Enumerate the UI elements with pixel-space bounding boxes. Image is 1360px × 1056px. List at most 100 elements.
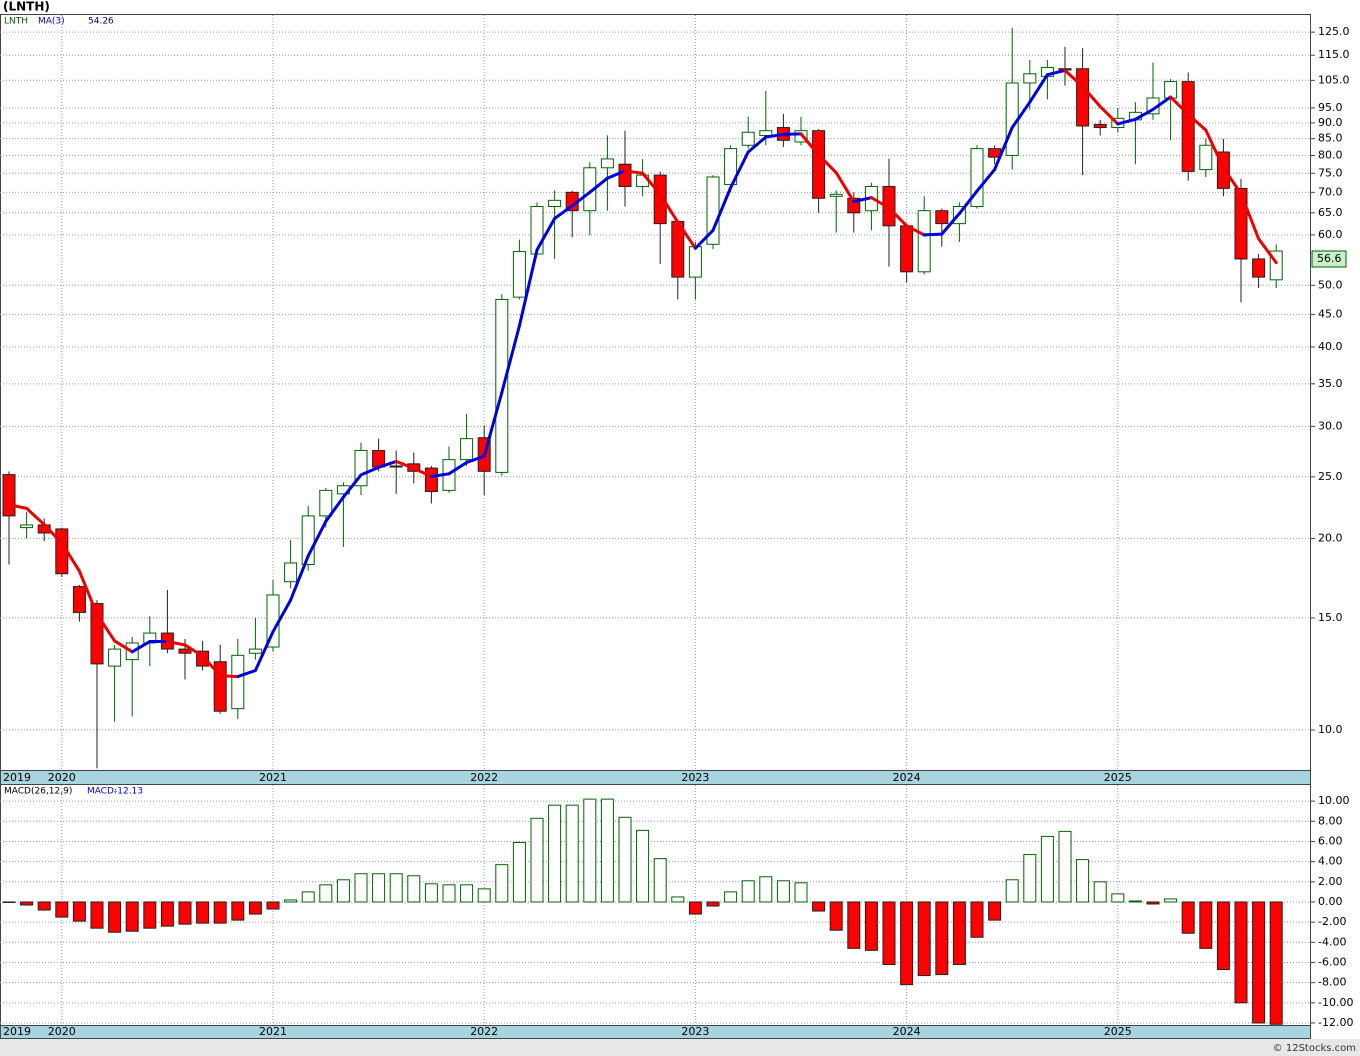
y-tick-label: 0.00 bbox=[1318, 895, 1343, 908]
date-strip bbox=[0, 1025, 1311, 1039]
macd-bar bbox=[618, 816, 632, 903]
macd-legend-value: -12.13 bbox=[114, 787, 143, 797]
y-tick-label: 8.00 bbox=[1318, 814, 1343, 827]
x-tick-label: 2019 bbox=[3, 771, 31, 784]
macd-bar bbox=[1146, 901, 1160, 905]
candle-body bbox=[812, 130, 826, 199]
candle-body bbox=[741, 131, 755, 146]
candle-body bbox=[1181, 81, 1195, 172]
macd-bar bbox=[952, 901, 966, 965]
ma-segment bbox=[641, 171, 662, 196]
candle-body bbox=[794, 130, 808, 143]
ma-segment bbox=[517, 248, 539, 328]
ma-segment bbox=[1186, 112, 1208, 132]
ma-segment bbox=[588, 176, 609, 194]
candle-body bbox=[389, 465, 403, 468]
macd-bar bbox=[37, 901, 51, 911]
x-tick-label: 2021 bbox=[259, 1025, 287, 1038]
x-tick-label: 2023 bbox=[681, 1025, 709, 1038]
ma-segment bbox=[658, 192, 680, 224]
candle-body bbox=[319, 489, 333, 517]
ma-segment bbox=[1169, 95, 1190, 116]
candle-body bbox=[1252, 258, 1266, 278]
ma-segment bbox=[623, 169, 645, 175]
macd-bar bbox=[336, 879, 350, 903]
ma-segment bbox=[605, 169, 627, 180]
macd-bar bbox=[636, 829, 650, 903]
y-tick-label: 105.0 bbox=[1318, 73, 1350, 86]
x-tick-label: 2019 bbox=[3, 1025, 31, 1038]
ma-segment bbox=[394, 459, 416, 470]
candle-body bbox=[248, 648, 262, 654]
ma-segment bbox=[887, 206, 909, 228]
macd-bar bbox=[1093, 881, 1107, 903]
macd-bar bbox=[407, 875, 421, 903]
candle-body bbox=[688, 246, 702, 278]
last-price-box bbox=[1311, 250, 1347, 268]
macd-bar bbox=[1252, 901, 1266, 1024]
macd-bar bbox=[671, 896, 685, 903]
y-tick-label: 30.0 bbox=[1318, 419, 1343, 432]
candle-body bbox=[618, 163, 632, 187]
y-tick-label: 65.0 bbox=[1318, 206, 1343, 219]
macd-bar bbox=[741, 880, 755, 903]
y-tick-label: 115.0 bbox=[1318, 48, 1350, 61]
ma-segment bbox=[253, 630, 275, 673]
macd-bar bbox=[424, 883, 438, 903]
ma-segment bbox=[289, 554, 310, 602]
ma-segment bbox=[817, 153, 838, 175]
ma-segment bbox=[1098, 105, 1120, 126]
macd-bar bbox=[512, 841, 526, 903]
macd-bar bbox=[864, 901, 878, 951]
macd-bar bbox=[160, 901, 174, 927]
macd-bar bbox=[1164, 898, 1178, 903]
candle-body bbox=[1076, 68, 1090, 127]
macd-bar bbox=[108, 901, 122, 933]
ma-segment bbox=[553, 204, 574, 221]
y-tick-label: 10.00 bbox=[1318, 794, 1350, 807]
y-tick-label: 85.0 bbox=[1318, 132, 1343, 145]
x-tick-label: 2020 bbox=[48, 771, 76, 784]
macd-bar bbox=[812, 901, 826, 912]
ma-segment bbox=[236, 669, 257, 679]
y-tick-label: 10.0 bbox=[1318, 723, 1343, 736]
candle-body bbox=[284, 562, 298, 583]
y-tick-label: 35.0 bbox=[1318, 377, 1343, 390]
ma-segment bbox=[482, 391, 504, 458]
ma-segment bbox=[746, 135, 768, 154]
candle-body bbox=[706, 176, 720, 245]
x-tick-label: 2025 bbox=[1104, 1025, 1132, 1038]
y-tick-label: -8.00 bbox=[1318, 976, 1346, 989]
marks bbox=[2, 27, 1283, 1025]
macd-bar bbox=[1111, 893, 1125, 903]
macd-bar bbox=[90, 901, 104, 929]
macd-bar bbox=[530, 817, 544, 903]
ma-segment bbox=[429, 472, 451, 478]
macd-bar bbox=[2, 901, 16, 903]
macd-bar bbox=[301, 891, 315, 903]
candle-body bbox=[1199, 144, 1213, 171]
y-tick-label: 60.0 bbox=[1318, 228, 1343, 241]
candle-body bbox=[600, 158, 614, 169]
ma-segment bbox=[77, 569, 99, 616]
ma-segment bbox=[711, 186, 733, 232]
ma-segment bbox=[218, 674, 240, 679]
y-tick-label: 40.0 bbox=[1318, 340, 1343, 353]
ma-segment bbox=[535, 217, 557, 252]
footer: © 12Stocks.com bbox=[1273, 1043, 1356, 1054]
y-tick-label: 25.0 bbox=[1318, 470, 1343, 483]
footer-bar bbox=[0, 1039, 1360, 1056]
ma-segment bbox=[1028, 73, 1049, 104]
macd-bar bbox=[1199, 901, 1213, 949]
ma-segment bbox=[1151, 95, 1173, 111]
ma-segment bbox=[905, 224, 926, 237]
macd-bar bbox=[1128, 900, 1142, 903]
macd-bar bbox=[72, 901, 86, 922]
macd-bar bbox=[688, 901, 702, 915]
ma-segment bbox=[570, 190, 592, 208]
legend-symbol: LNTH bbox=[4, 17, 28, 27]
y-tick-label: -2.00 bbox=[1318, 915, 1346, 928]
y-tick-label: 95.0 bbox=[1318, 101, 1343, 114]
ma-segment bbox=[183, 643, 205, 658]
candle-body bbox=[829, 193, 843, 197]
